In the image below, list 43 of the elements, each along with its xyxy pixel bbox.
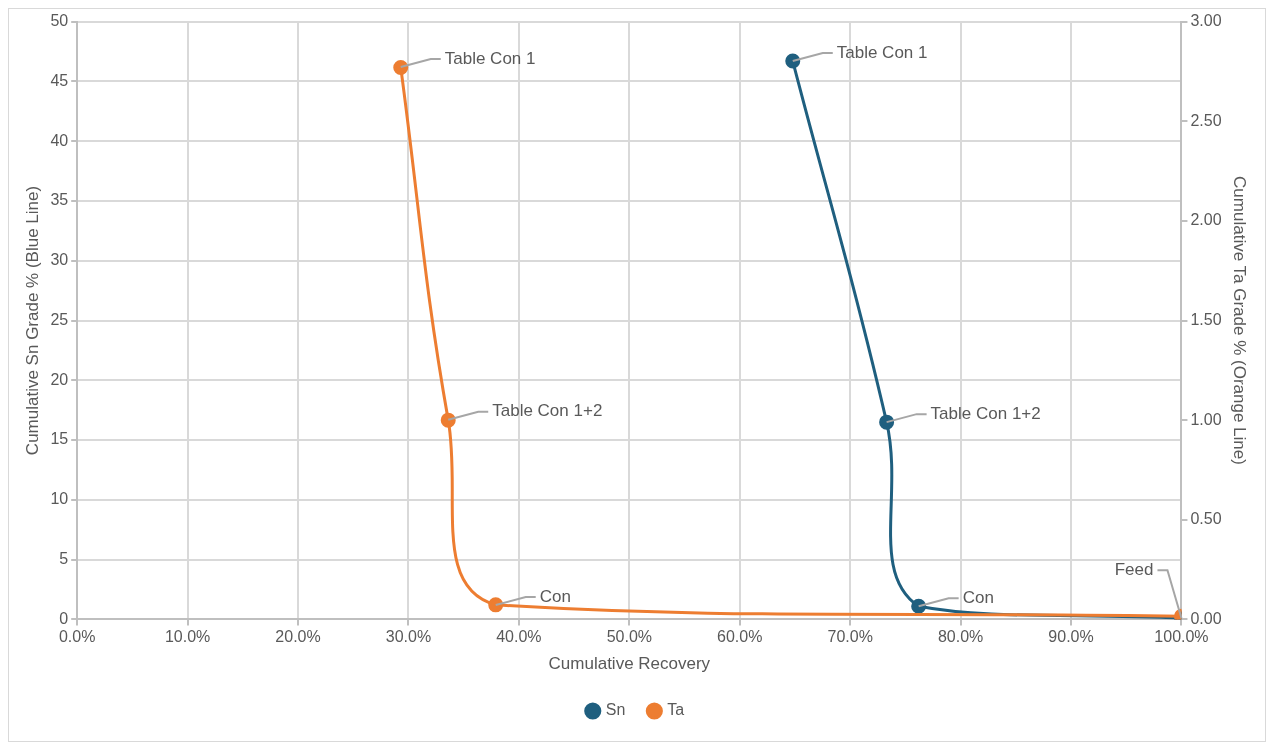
x-tick-label: 20.0% <box>275 628 321 646</box>
point <box>440 412 456 428</box>
y-tick-label: 5 <box>59 550 69 568</box>
y-tick-label: 45 <box>50 71 69 89</box>
annotation: Con <box>962 587 994 607</box>
annotation: Feed <box>1114 559 1154 579</box>
y2-tick-label: 0.00 <box>1190 609 1222 627</box>
x-tick-label: 30.0% <box>385 628 432 646</box>
x-tick-label: 50.0% <box>606 628 653 646</box>
x-tick-label: 0.0% <box>58 628 96 646</box>
annotation: Table Con 1 <box>836 42 928 62</box>
x-tick-label: 70.0% <box>827 628 873 646</box>
annotation: Table Con 1+2 <box>930 403 1041 423</box>
y-tick-label: 50 <box>50 12 69 30</box>
y2-tick-label: 3.00 <box>1190 12 1222 30</box>
annotation: Table Con 1+2 <box>492 401 603 421</box>
legend-label: Sn <box>605 701 626 719</box>
y2-tick-label: 2.00 <box>1190 211 1222 229</box>
annotation: Table Con 1 <box>444 48 536 68</box>
x-tick-label: 60.0% <box>717 628 763 646</box>
y2-tick-label: 2.50 <box>1190 111 1222 129</box>
x-tick-label: 100.0% <box>1154 628 1209 646</box>
y-tick-label: 15 <box>50 430 69 448</box>
x-axis-title: Cumulative Recovery <box>548 654 711 674</box>
point <box>393 59 409 75</box>
y-tick-label: 35 <box>50 191 69 209</box>
y2-tick-label: 1.50 <box>1190 310 1222 328</box>
y-tick-label: 25 <box>50 310 69 328</box>
x-tick-label: 40.0% <box>496 628 542 646</box>
y-tick-label: 40 <box>50 131 69 149</box>
x-tick-label: 10.0% <box>164 628 211 646</box>
y2-tick-label: 1.00 <box>1190 410 1222 428</box>
y2-tick-label: 0.50 <box>1190 510 1222 528</box>
x-tick-label: 80.0% <box>937 628 984 646</box>
annotation: Con <box>539 586 571 606</box>
y2-axis-title: Cumulative Ta Grade % (Orange Line) <box>1230 176 1250 465</box>
legend-label: Ta <box>667 701 685 719</box>
y-tick-label: 10 <box>50 490 69 508</box>
y-tick-label: 0 <box>59 609 69 627</box>
y-tick-label: 30 <box>50 251 69 269</box>
x-tick-label: 90.0% <box>1048 628 1094 646</box>
y-axis-title: Cumulative Sn Grade % (Blue Line) <box>22 185 42 456</box>
y-tick-label: 20 <box>50 370 69 388</box>
